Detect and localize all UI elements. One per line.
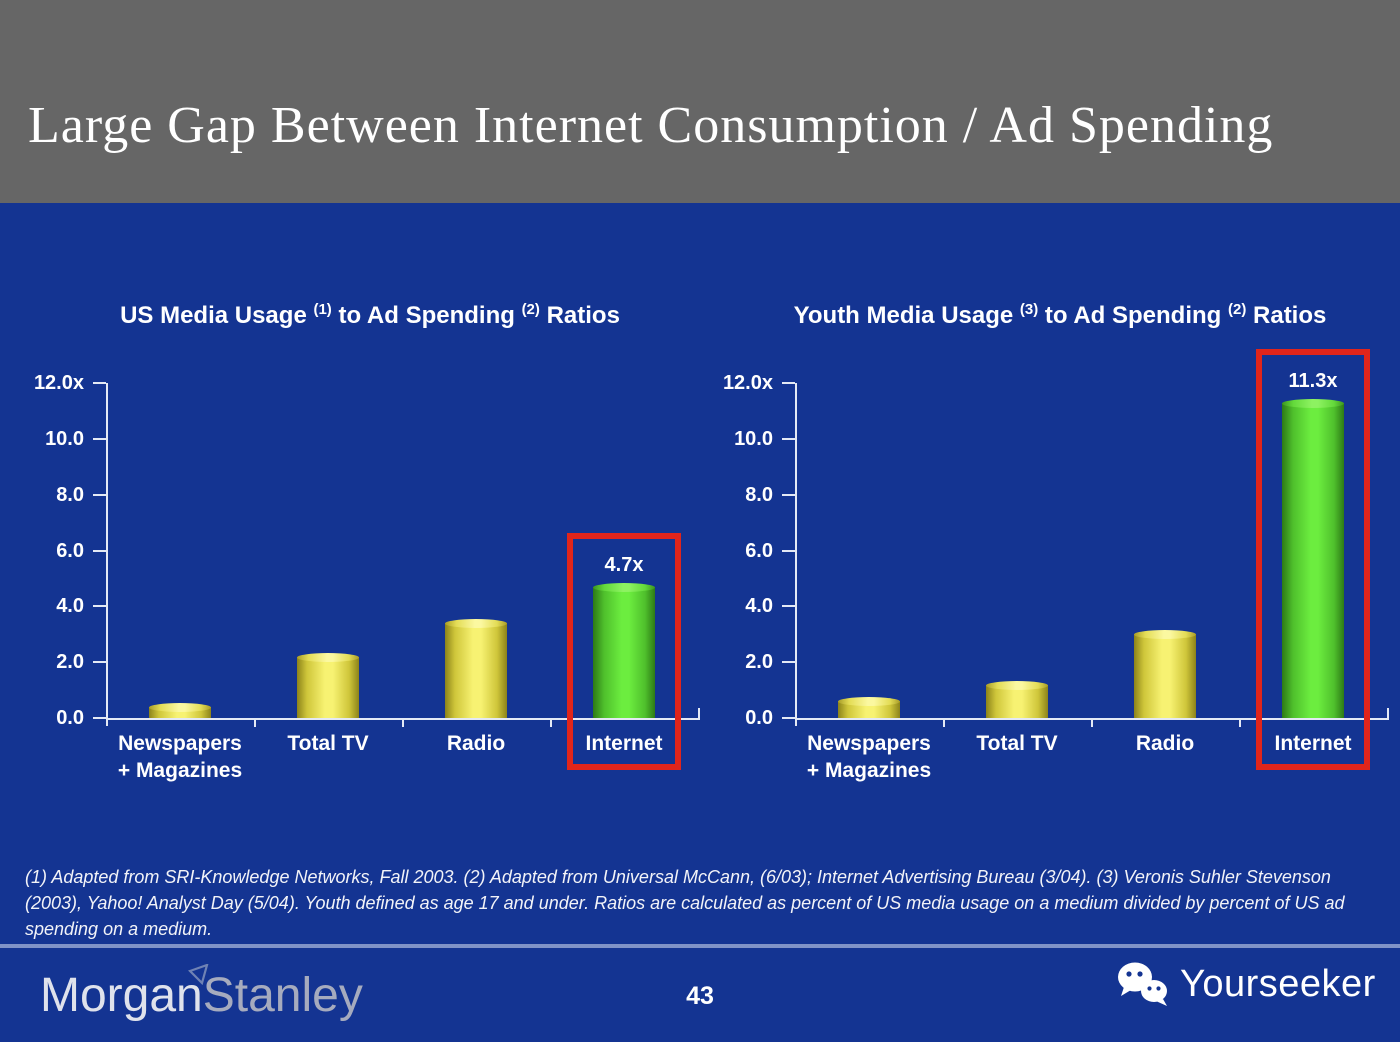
- brand-morgan-text: Morgan: [40, 969, 203, 1022]
- y-axis-label: 0.0: [56, 707, 84, 729]
- chart-title-text: Ratios: [1246, 302, 1327, 329]
- morgan-stanley-flag-icon: [188, 964, 209, 986]
- footnote: (1) Adapted from SRI-Knowledge Networks,…: [25, 867, 1345, 939]
- chart-title-superscript: (2): [1228, 301, 1247, 318]
- bar-total-tv: [986, 680, 1048, 718]
- y-axis-tick: [782, 382, 795, 384]
- category-label: Radio: [1075, 730, 1255, 757]
- value-label: 11.3x: [1288, 369, 1338, 392]
- y-axis-label: 6.0: [745, 539, 773, 562]
- y-axis-label: 4.0: [56, 595, 84, 618]
- y-axis: [795, 383, 797, 726]
- chart-title-superscript: (3): [1019, 301, 1039, 318]
- highlight-box: [1256, 348, 1370, 770]
- category-label: Radio: [386, 730, 566, 757]
- y-axis-tick: [782, 437, 795, 440]
- y-axis-label: 12.0x: [722, 372, 773, 394]
- y-axis: [106, 383, 108, 726]
- wechat-icon: [1118, 962, 1167, 1006]
- chart-title-text: Youth Media Usage: [793, 302, 1020, 329]
- category-label-line: + Magazines: [117, 759, 243, 782]
- chart-title-text: US Media Usage: [120, 302, 314, 329]
- bar-newspapers: [838, 697, 900, 718]
- y-axis-label: 12.0x: [33, 372, 84, 394]
- chart-title-superscript: (2): [521, 301, 540, 318]
- category-label-line: Total TV: [976, 732, 1058, 755]
- x-axis-tick: [1091, 718, 1093, 727]
- bar-internet: [593, 582, 655, 718]
- category-label-line: Radio: [446, 732, 506, 755]
- y-axis-label: 10.0: [45, 427, 84, 450]
- category-label: Newspapers + Magazines: [779, 730, 959, 784]
- y-axis-label: 0.0: [745, 707, 773, 729]
- y-axis-label: 2.0: [56, 651, 84, 674]
- brand-stanley-text: Stanley: [202, 969, 363, 1022]
- x-axis-tick: [402, 718, 404, 727]
- y-axis-label: 6.0: [56, 539, 84, 562]
- y-axis-tick: [782, 661, 795, 664]
- y-axis-tick: [93, 493, 106, 496]
- yourseeker-label: Yourseeker: [1180, 962, 1376, 1005]
- highlight-box: [567, 532, 681, 770]
- chart-title: US Media Usage (1) to Ad Spending (2) Ra…: [40, 293, 700, 332]
- slide-title: Large Gap Between Internet Consumption /…: [28, 97, 1274, 154]
- category-label: Total TV: [927, 730, 1107, 757]
- bar-radio: [1134, 630, 1196, 718]
- page-number: 43: [686, 982, 714, 1010]
- y-axis-tick: [93, 437, 106, 440]
- category-label-line: + Magazines: [806, 759, 932, 782]
- y-axis-tick: [93, 717, 106, 719]
- y-axis-tick: [93, 605, 106, 608]
- category-label: Newspapers + Magazines: [90, 730, 270, 784]
- y-axis-label: 4.0: [745, 595, 773, 618]
- chart-title-text: Ratios: [539, 302, 620, 329]
- y-axis-tick: [782, 605, 795, 608]
- y-axis-tick: [782, 717, 795, 719]
- bar-newspapers: [149, 702, 211, 718]
- category-label-line: Newspapers: [807, 732, 931, 755]
- chart-title-superscript: (1): [313, 301, 332, 318]
- category-label-line: Internet: [1274, 732, 1352, 755]
- y-axis-label: 2.0: [745, 651, 773, 674]
- chart-title-text: to Ad Spending: [1038, 302, 1228, 329]
- category-label: Internet: [1223, 730, 1400, 757]
- y-axis-label: 10.0: [734, 427, 773, 450]
- category-label-line: Newspapers: [118, 732, 242, 755]
- slide-header: Large Gap Between Internet Consumption /…: [0, 0, 1400, 203]
- category-label-line: Total TV: [287, 732, 369, 755]
- y-axis-label: 8.0: [56, 483, 84, 506]
- y-axis-tick: [93, 382, 106, 384]
- y-axis-tick: [93, 549, 106, 552]
- y-axis-label: 8.0: [745, 483, 773, 506]
- x-axis-tick: [550, 718, 552, 727]
- y-axis-tick: [782, 549, 795, 552]
- bar-radio: [445, 619, 507, 718]
- y-axis-tick: [93, 661, 106, 664]
- category-label: Internet: [534, 730, 714, 757]
- x-axis-tick: [943, 718, 945, 727]
- bar-total-tv: [297, 652, 359, 718]
- category-label-line: Radio: [1135, 732, 1195, 755]
- category-label: Total TV: [238, 730, 418, 757]
- category-label-line: Internet: [585, 732, 663, 755]
- bar-internet: [1282, 398, 1344, 718]
- chart-title-text: to Ad Spending: [331, 302, 522, 329]
- value-label: 4.7x: [604, 553, 644, 576]
- x-axis-end-tick: [1387, 708, 1389, 718]
- x-axis-end-tick: [698, 708, 700, 718]
- x-axis-tick: [1239, 718, 1241, 727]
- x-axis-tick: [254, 718, 256, 727]
- yourseeker-watermark: Yourseeker: [1114, 958, 1376, 1010]
- chart-title: Youth Media Usage (3) to Ad Spending (2)…: [780, 293, 1340, 332]
- footer-separator: [0, 944, 1400, 948]
- y-axis-tick: [782, 493, 795, 496]
- morgan-stanley-logo: MorganStanley: [40, 964, 363, 1028]
